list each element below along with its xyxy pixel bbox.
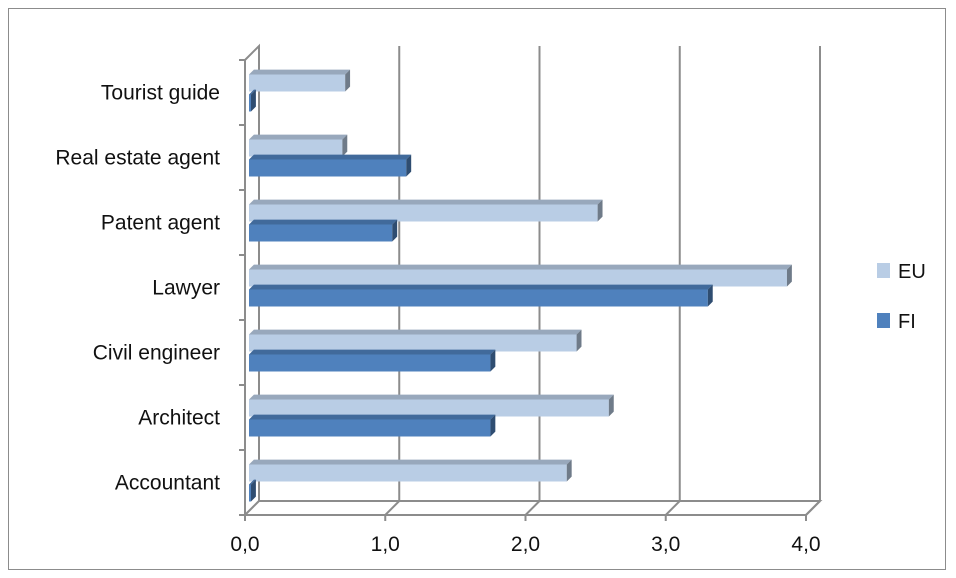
bar-top: [249, 284, 713, 290]
category-label: Civil engineer: [93, 342, 220, 365]
bar-side: [490, 349, 496, 372]
bar-top: [249, 329, 582, 335]
bar-front: [249, 139, 343, 157]
bar-front: [249, 74, 346, 92]
bar-side: [392, 219, 398, 242]
bar-side: [566, 459, 572, 482]
bar-top: [249, 219, 398, 225]
bar-front: [249, 419, 491, 437]
bar-front: [249, 289, 708, 307]
bar-side: [707, 284, 713, 307]
x-tick-labels: 0,0 1,0 2,0 3,0 4,0: [230, 533, 820, 556]
bar-front: [249, 354, 491, 372]
legend-swatch: [877, 263, 890, 278]
bar-top: [249, 89, 256, 95]
category-label: Architect: [138, 407, 220, 430]
bar-top: [249, 414, 496, 420]
bar-side: [576, 329, 582, 352]
bar-side: [342, 134, 348, 157]
bar-front: [249, 269, 787, 287]
bar-fi: [249, 349, 496, 372]
bar-front: [249, 224, 393, 242]
bar-side: [608, 394, 614, 417]
bar-top: [249, 394, 614, 400]
legend-label: FI: [898, 311, 916, 333]
category-label: Patent agent: [101, 212, 220, 235]
bar-front: [249, 464, 567, 482]
bar-top: [249, 154, 412, 160]
bar-fi: [249, 154, 412, 177]
bar-eu: [249, 459, 572, 482]
category-label: Lawyer: [152, 277, 220, 300]
bar-fi: [249, 414, 496, 437]
bar-fi: [249, 219, 398, 242]
bar-top: [249, 264, 792, 270]
x-tick-label: 2,0: [511, 533, 540, 556]
bar-top: [249, 69, 351, 75]
bar-eu: [249, 264, 792, 287]
bar-eu: [249, 394, 614, 417]
category-label: Tourist guide: [101, 82, 220, 105]
bars: [249, 69, 792, 502]
x-tick-label: 1,0: [371, 533, 400, 556]
legend-swatch: [877, 313, 890, 328]
bar-fi: [249, 284, 713, 307]
gridline-floor: [805, 500, 821, 516]
bar-side: [490, 414, 496, 437]
bar-top: [249, 199, 603, 205]
bar-side: [597, 199, 603, 222]
bar-top: [249, 349, 496, 355]
bar-side: [345, 69, 351, 92]
bar-side: [251, 479, 256, 502]
gridline-floor: [524, 500, 541, 516]
bar-eu: [249, 329, 582, 352]
bar-eu: [249, 69, 351, 92]
bar-top: [249, 479, 256, 485]
bar-front: [249, 159, 407, 177]
legend-label: EU: [898, 261, 926, 283]
bar-top: [249, 134, 348, 140]
bar-side: [251, 89, 256, 112]
bar-fi: [249, 479, 256, 502]
legend: EU FI: [877, 261, 926, 333]
category-label: Real estate agent: [55, 147, 220, 170]
bar-top: [249, 459, 572, 465]
bar-front: [249, 399, 609, 417]
x-tick-label: 3,0: [651, 533, 680, 556]
bar-eu: [249, 199, 603, 222]
bar-front: [249, 94, 251, 112]
gridline-floor: [665, 500, 681, 516]
bar-front: [249, 484, 251, 502]
category-label: Accountant: [115, 472, 220, 495]
bar-fi: [249, 89, 256, 112]
bar-front: [249, 334, 577, 352]
bar-eu: [249, 134, 348, 157]
bar-side: [406, 154, 412, 177]
bar-front: [249, 204, 598, 222]
gridline-floor: [384, 500, 400, 516]
x-tick-label: 0,0: [230, 533, 259, 556]
bar-side: [786, 264, 792, 287]
x-tick-label: 4,0: [791, 533, 820, 556]
category-labels: Tourist guide Real estate agent Patent age…: [55, 82, 220, 495]
